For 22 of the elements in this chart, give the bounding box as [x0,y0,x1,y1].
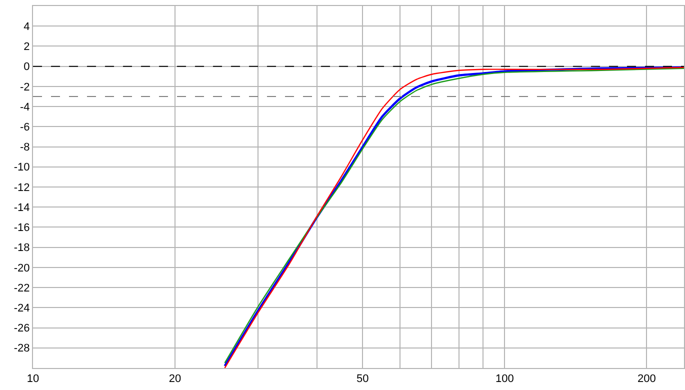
y-tick-label: -4 [20,101,30,114]
x-tick-label: 50 [356,373,369,386]
y-tick-label: -28 [14,342,30,355]
y-tick-label: 2 [24,41,30,54]
y-tick-label: -12 [14,182,30,194]
x-tick-label: 20 [168,373,182,386]
y-tick-label: -18 [14,242,30,254]
y-tick-label: -20 [14,262,30,274]
y-tick-label: 4 [24,20,30,33]
y-tick-label: 0 [24,61,30,74]
y-tick-label: -16 [14,222,30,234]
x-tick-label: 100 [495,373,514,386]
y-tick-label: -26 [14,322,30,335]
y-tick-label: -6 [20,122,30,134]
y-tick-label: -8 [20,142,30,154]
y-tick-label: -14 [14,202,30,214]
x-tick-label: 10 [26,373,40,386]
y-tick-label: -2 [20,81,30,94]
x-tick-label: 200 [637,373,656,386]
y-tick-label: -22 [14,282,30,294]
y-tick-label: -10 [14,162,30,174]
y-tick-label: -24 [14,302,30,315]
